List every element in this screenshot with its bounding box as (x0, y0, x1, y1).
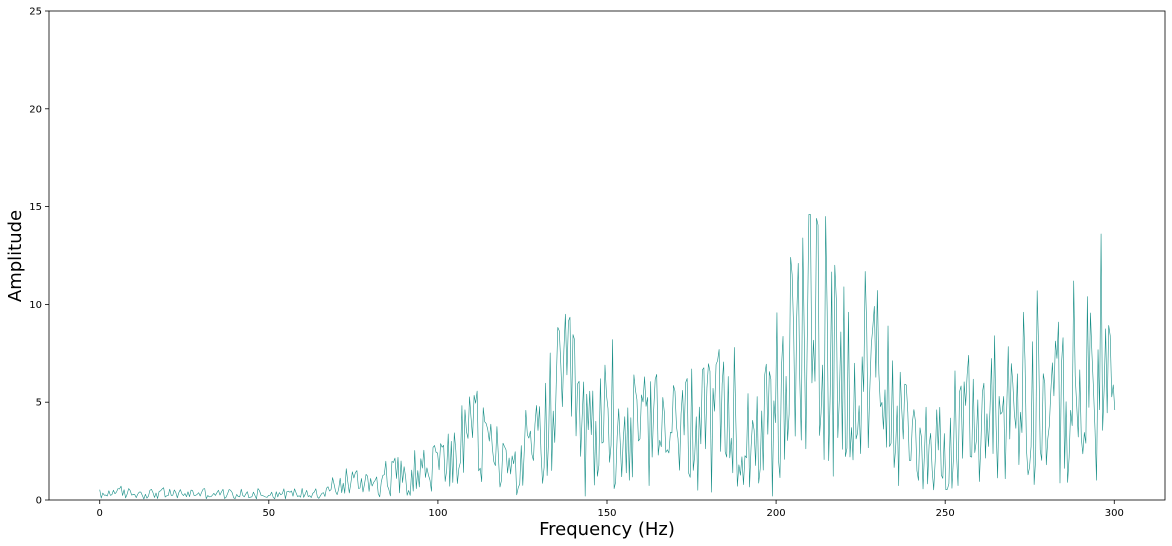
x-tick-label: 100 (428, 508, 447, 519)
x-tick-label: 150 (597, 508, 616, 519)
x-tick-label: 0 (97, 508, 103, 519)
y-tick-label: 5 (36, 398, 42, 409)
y-tick-label: 0 (36, 496, 42, 507)
x-tick-label: 300 (1105, 508, 1124, 519)
x-axis-title: Frequency (Hz) (539, 519, 675, 540)
series-line (99, 214, 1116, 500)
y-axis-title: Amplitude (5, 210, 26, 302)
x-axis-ticks: 0 50 100 150 200 250 300 (97, 500, 1124, 519)
y-tick-label: 25 (29, 7, 42, 18)
y-tick-label: 10 (29, 300, 42, 311)
y-tick-label: 15 (29, 202, 42, 213)
plot-frame (48, 10, 1166, 501)
x-tick-label: 200 (767, 508, 786, 519)
plot-background (49, 11, 1165, 500)
y-axis-ticks: 0 5 10 15 20 25 (29, 7, 49, 507)
x-tick-label: 250 (936, 508, 955, 519)
y-tick-label: 20 (29, 104, 42, 115)
x-tick-label: 50 (262, 508, 275, 519)
